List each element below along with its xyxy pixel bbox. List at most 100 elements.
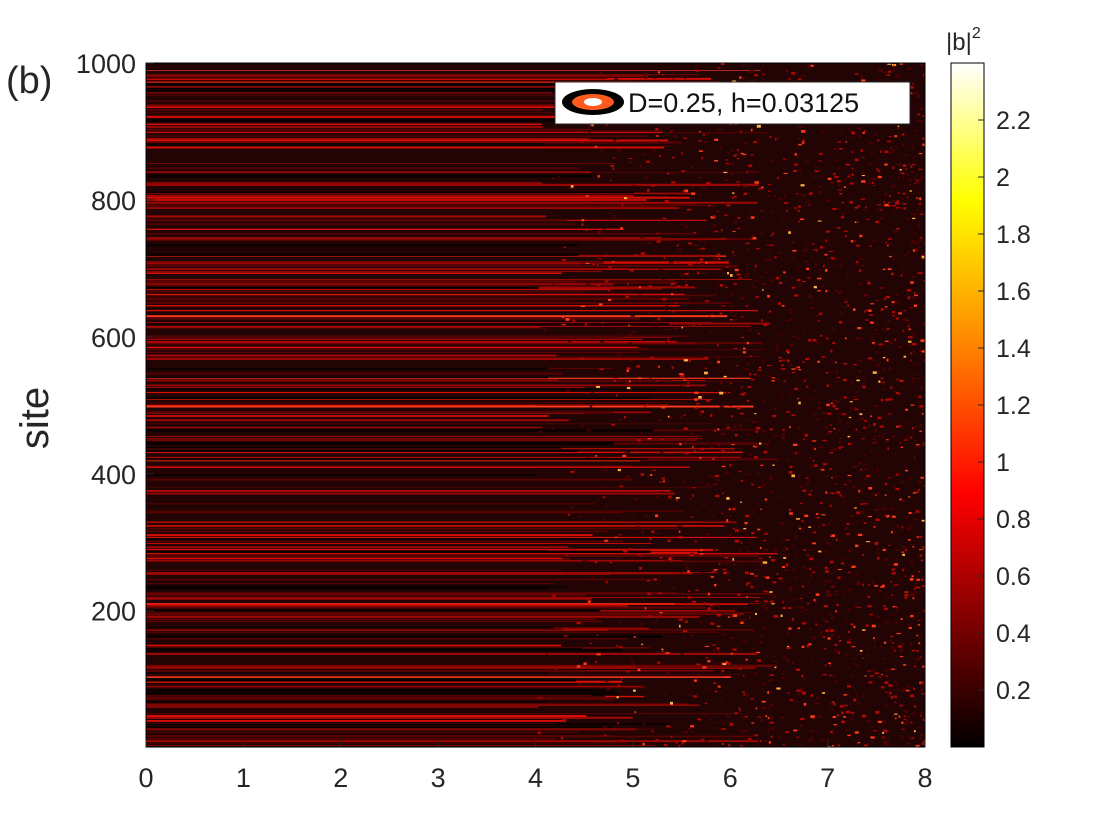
speckle [774, 472, 778, 475]
speckle [875, 710, 880, 714]
speckle [922, 74, 925, 77]
speckle [910, 110, 913, 114]
speckle [728, 533, 732, 536]
speckle [744, 715, 748, 718]
speckle [699, 413, 701, 417]
speckle [686, 688, 691, 690]
speckle [573, 626, 576, 629]
speckle [825, 371, 828, 374]
speckle [790, 363, 792, 367]
speckle [842, 595, 845, 598]
speckle [705, 261, 708, 264]
speckle [688, 727, 692, 731]
speckle [907, 178, 912, 181]
speckle [854, 158, 859, 162]
speckle [760, 186, 764, 189]
speckle [769, 600, 774, 603]
speckle [667, 338, 670, 341]
speckle [750, 698, 754, 700]
speckle [773, 407, 776, 410]
speckle [909, 736, 912, 739]
speckle [771, 380, 776, 382]
speckle [796, 193, 799, 195]
speckle [758, 187, 763, 190]
speckle [665, 188, 668, 190]
speckle [663, 127, 669, 129]
speckle [676, 217, 679, 220]
speckle [617, 265, 620, 268]
speckle [706, 399, 710, 402]
speckle [921, 578, 924, 581]
speckle [843, 306, 846, 308]
x-tick-label: 3 [431, 763, 446, 793]
speckle [597, 284, 601, 286]
speckle [655, 135, 660, 137]
speckle [781, 565, 786, 568]
speckle [723, 375, 727, 378]
speckle [740, 613, 744, 615]
speckle [750, 629, 755, 633]
speckle [700, 553, 704, 555]
speckle [824, 647, 827, 650]
speckle [869, 613, 873, 616]
speckle [892, 568, 894, 571]
speckle [846, 557, 849, 559]
speckle [692, 324, 695, 327]
speckle [851, 131, 856, 135]
speckle [673, 135, 677, 138]
speckle [852, 395, 858, 398]
speckle [663, 328, 668, 331]
speckle [869, 321, 874, 324]
speckle [872, 341, 875, 344]
speckle [786, 349, 790, 353]
speckle [680, 652, 684, 656]
speckle [671, 293, 674, 296]
speckle [729, 723, 734, 726]
speckle [613, 377, 618, 380]
speckle [828, 626, 831, 628]
speckle [845, 163, 850, 166]
speckle [778, 281, 783, 285]
speckle [913, 587, 916, 590]
speckle [857, 741, 861, 744]
speckle [670, 490, 674, 493]
speckle [913, 364, 916, 367]
speckle [754, 455, 758, 459]
speckle [676, 196, 679, 200]
speckle [789, 699, 794, 702]
speckle [766, 576, 770, 579]
speckle [819, 246, 824, 249]
speckle [854, 663, 858, 666]
speckle [888, 70, 891, 73]
speckle [782, 677, 785, 680]
speckle [886, 327, 890, 330]
speckle [889, 341, 894, 345]
speckle [749, 573, 755, 575]
speckle [743, 185, 748, 189]
speckle [827, 412, 832, 415]
speckle [631, 185, 635, 187]
speckle [634, 528, 639, 531]
speckle [755, 279, 759, 282]
speckle [773, 194, 776, 198]
speckle [818, 550, 822, 553]
speckle [901, 721, 904, 725]
speckle [761, 688, 765, 690]
speckle [708, 204, 712, 207]
speckle [667, 539, 671, 542]
speckle [606, 687, 611, 691]
speckle [836, 377, 841, 379]
colorbar-ticks: 0.20.40.60.811.21.41.61.822.2 [978, 107, 1031, 705]
speckle [850, 514, 855, 517]
speckle [860, 503, 864, 505]
speckle [860, 417, 865, 421]
speckle [886, 73, 889, 75]
speckle [884, 494, 887, 496]
speckle [615, 645, 620, 647]
speckle [881, 744, 884, 747]
speckle [891, 149, 896, 152]
speckle [805, 200, 810, 204]
speckle [844, 587, 848, 589]
speckle [748, 428, 751, 430]
speckle [836, 207, 841, 210]
